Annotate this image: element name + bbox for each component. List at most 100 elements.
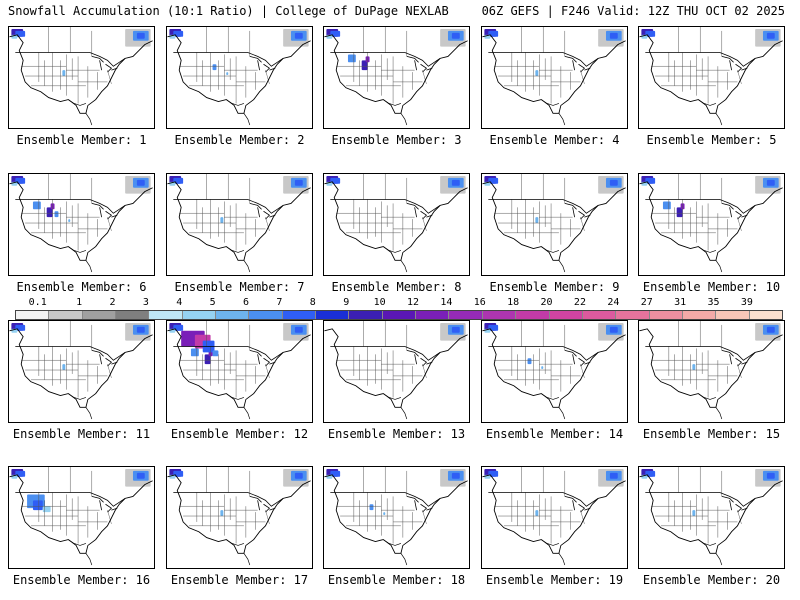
coastline (9, 474, 153, 554)
ensemble-member-label: Ensemble Member: 8 (331, 280, 462, 294)
international-border (645, 492, 756, 507)
colorbar-tick-label: 18 (507, 297, 520, 308)
state-border (737, 510, 742, 524)
colorbar-tick-label: 20 (540, 297, 553, 308)
colorbar-tick-label: 14 (440, 297, 453, 308)
international-border (15, 346, 126, 361)
snowfall-map (481, 173, 628, 276)
great-lakes (721, 350, 748, 367)
ensemble-panel: Ensemble Member: 14 (481, 320, 628, 441)
colorbar-swatch (349, 311, 383, 319)
model-run-info: 06Z GEFS | F246 Valid: 12Z THU OCT 02 20… (481, 4, 785, 18)
north-america-map (482, 467, 626, 566)
colorbar-swatch (682, 311, 717, 319)
coastline (639, 34, 783, 114)
state-border (422, 217, 427, 231)
snowfall-area (451, 32, 460, 39)
state-border (580, 510, 585, 524)
snowfall-area (136, 179, 145, 186)
great-lakes (406, 56, 433, 73)
coastline (9, 34, 153, 114)
north-america-map (324, 27, 468, 126)
coastline (482, 34, 626, 114)
colorbar-tick-label: 22 (573, 297, 586, 308)
colorbar-tick-label: 4 (176, 297, 183, 308)
state-border (265, 364, 270, 378)
snowfall-area (62, 70, 66, 77)
gulf-coast (383, 393, 408, 420)
colorbar-swatches (15, 310, 783, 320)
coastline (324, 474, 468, 554)
ensemble-member-label: Ensemble Member: 4 (489, 133, 620, 147)
snowfall-area (692, 510, 696, 517)
colorbar-swatch (116, 311, 150, 319)
colorbar-tick-label: 16 (473, 297, 486, 308)
state-border (265, 217, 270, 231)
ensemble-member-label: Ensemble Member: 14 (485, 427, 624, 441)
snowfall-map (323, 320, 470, 423)
colorbar-tick-label: 12 (406, 297, 420, 308)
colorbar-tick-label: 10 (373, 297, 386, 308)
great-lakes (721, 56, 748, 73)
north-america-map (482, 174, 626, 273)
colorbar-tick-label: 27 (640, 297, 653, 308)
snowfall-area (766, 179, 775, 186)
colorbar-swatch (416, 311, 450, 319)
great-lakes (721, 496, 748, 513)
north-america-map (639, 321, 783, 420)
ensemble-member-label: Ensemble Member: 17 (170, 573, 309, 587)
coastline (9, 328, 153, 408)
ensemble-panel: Ensemble Member: 6 (8, 173, 155, 294)
snowfall-map (638, 26, 785, 129)
coastline (639, 474, 783, 554)
coastline (324, 34, 468, 114)
snowfall-area (220, 217, 224, 224)
ensemble-member-label: Ensemble Member: 9 (489, 280, 620, 294)
ensemble-panel: Ensemble Member: 13 (323, 320, 470, 441)
gulf-coast (383, 246, 408, 273)
great-lakes (721, 203, 748, 220)
north-america-map (167, 467, 311, 566)
state-border (422, 70, 427, 84)
ensemble-member-label: Ensemble Member: 12 (170, 427, 309, 441)
ensemble-member-label: Ensemble Member: 2 (174, 133, 305, 147)
gulf-coast (226, 393, 251, 420)
snowfall-area (294, 32, 303, 39)
snowfall-area (609, 326, 618, 333)
colorbar-tick-label: 39 (740, 297, 753, 308)
international-border (330, 199, 441, 214)
colorbar-swatch (749, 311, 782, 319)
international-border (330, 346, 441, 361)
gulf-coast (541, 246, 566, 273)
gulf-coast (383, 99, 408, 126)
coastline (482, 474, 626, 554)
snowfall-area (451, 326, 460, 333)
state-border (580, 217, 585, 231)
coastline (482, 181, 626, 261)
ensemble-panel: Ensemble Member: 10 (638, 173, 785, 294)
north-america-map (167, 174, 311, 273)
ensemble-member-label: Ensemble Member: 7 (174, 280, 305, 294)
gulf-coast (698, 246, 723, 273)
international-border (15, 492, 126, 507)
gulf-coast (698, 99, 723, 126)
snowfall-area (212, 350, 219, 357)
colorbar-swatch (482, 311, 517, 319)
international-border (173, 492, 284, 507)
snowfall-area (609, 472, 618, 479)
snowfall-area (294, 179, 303, 186)
ensemble-panel: Ensemble Member: 16 (8, 466, 155, 587)
great-lakes (406, 350, 433, 367)
gulf-coast (68, 246, 93, 273)
international-border (488, 346, 599, 361)
north-america-map (9, 321, 153, 420)
colorbar-swatch (249, 311, 283, 319)
snowfall-area (32, 500, 43, 511)
colorbar-swatch (449, 311, 483, 319)
snowfall-area (42, 506, 51, 513)
international-border (488, 52, 599, 67)
great-lakes (249, 56, 276, 73)
colorbar-tick-label: 35 (707, 297, 720, 308)
ensemble-member-label: Ensemble Member: 13 (327, 427, 466, 441)
coastline (167, 328, 311, 408)
